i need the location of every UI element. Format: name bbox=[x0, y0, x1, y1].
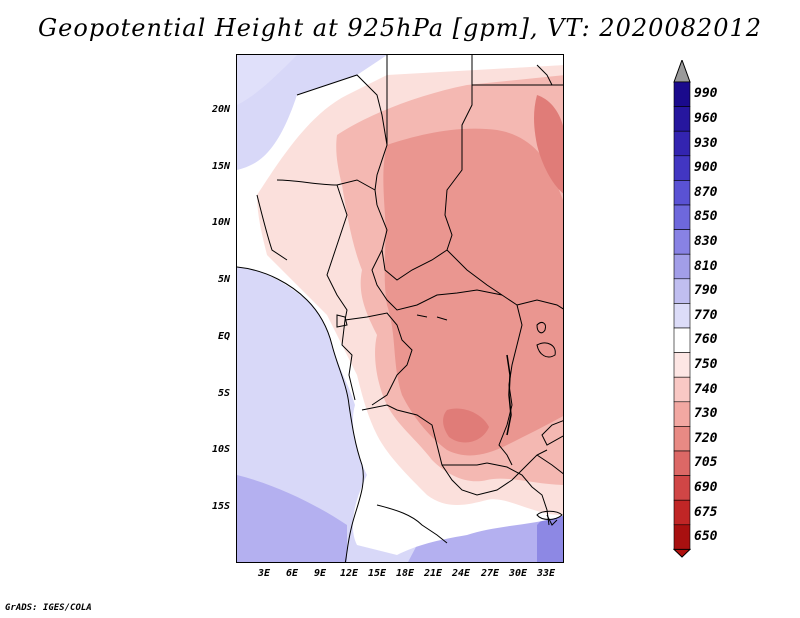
lon-label-15e: 15E bbox=[367, 568, 387, 579]
colorbar-level-label: 770 bbox=[694, 307, 718, 323]
land-darkest-patch bbox=[443, 408, 489, 443]
colorbar-level-label: 930 bbox=[694, 135, 718, 151]
colorbar-level-label: 870 bbox=[694, 184, 718, 200]
lat-label-15s: 15S bbox=[211, 501, 230, 512]
colorbar-top-arrow bbox=[673, 60, 691, 83]
coastline bbox=[237, 266, 364, 562]
colorbar-segment bbox=[673, 253, 691, 280]
lon-label-18e: 18E bbox=[395, 568, 415, 579]
colorbar-segment bbox=[673, 327, 691, 353]
colorbar-level-label: 705 bbox=[694, 455, 718, 471]
lon-label-9e: 9E bbox=[313, 568, 327, 579]
land-darkest-patch-ne bbox=[534, 95, 563, 194]
lon-label-12e: 12E bbox=[339, 568, 359, 579]
colorbar bbox=[673, 60, 691, 558]
colorbar-level-label: 740 bbox=[694, 381, 718, 397]
colorbar-level-label: 960 bbox=[694, 110, 718, 126]
colorbar-segment bbox=[673, 450, 691, 476]
colorbar-level-label: 990 bbox=[694, 86, 718, 102]
lon-label-33e: 33E bbox=[536, 568, 556, 579]
colorbar-segment bbox=[673, 81, 691, 107]
grads-credit: GrADS: IGES/COLA bbox=[5, 603, 92, 613]
colorbar-level-label: 760 bbox=[694, 332, 718, 348]
colorbar-level-label: 810 bbox=[694, 258, 718, 274]
low-height-region-southwest bbox=[237, 475, 347, 562]
colorbar-level-label: 730 bbox=[694, 406, 718, 422]
lat-label-15n: 15N bbox=[211, 161, 230, 172]
colorbar-segment bbox=[673, 303, 691, 329]
colorbar-level-label: 675 bbox=[694, 504, 718, 520]
country-borders bbox=[237, 55, 563, 562]
lat-label-20n: 20N bbox=[211, 104, 230, 115]
lat-label-eq: EQ bbox=[217, 331, 230, 342]
lon-label-3e: 3E bbox=[257, 568, 271, 579]
lat-label-10n: 10N bbox=[211, 217, 230, 228]
colorbar-level-label: 720 bbox=[694, 430, 718, 446]
colorbar-segment bbox=[673, 426, 691, 452]
colorbar-bottom-arrow bbox=[673, 548, 691, 558]
colorbar-segment bbox=[673, 475, 691, 501]
colorbar-level-label: 790 bbox=[694, 283, 718, 299]
map-panel bbox=[236, 54, 564, 563]
lon-label-30e: 30E bbox=[508, 568, 528, 579]
colorbar-level-label: 750 bbox=[694, 356, 718, 372]
colorbar-segment bbox=[673, 106, 691, 132]
low-height-region-northwest bbox=[237, 55, 297, 105]
colorbar-segment bbox=[673, 499, 691, 526]
colorbar-level-label: 690 bbox=[694, 479, 718, 495]
colorbar-segment bbox=[673, 180, 691, 206]
colorbar-segment bbox=[673, 524, 691, 550]
colorbar-segment bbox=[673, 130, 691, 157]
lat-label-5n: 5N bbox=[217, 274, 230, 285]
lon-label-21e: 21E bbox=[423, 568, 443, 579]
colorbar-segment bbox=[673, 278, 691, 304]
lon-label-27e: 27E bbox=[480, 568, 500, 579]
colorbar-segment bbox=[673, 155, 691, 181]
lat-label-5s: 5S bbox=[217, 388, 230, 399]
colorbar-level-label: 850 bbox=[694, 209, 718, 225]
colorbar-segment bbox=[673, 401, 691, 427]
map-svg bbox=[237, 55, 563, 562]
colorbar-segment bbox=[673, 204, 691, 230]
land-dark-pink bbox=[383, 128, 563, 456]
colorbar-segment bbox=[673, 352, 691, 378]
lat-label-10s: 10S bbox=[211, 444, 230, 455]
map-title: Geopotential Height at 925hPa [gpm], VT:… bbox=[38, 14, 762, 42]
lon-label-6e: 6E bbox=[285, 568, 299, 579]
colorbar-level-label: 900 bbox=[694, 160, 718, 176]
colorbar-segment bbox=[673, 376, 691, 403]
colorbar-level-label: 650 bbox=[694, 529, 718, 545]
colorbar-level-label: 830 bbox=[694, 233, 718, 249]
lon-label-24e: 24E bbox=[451, 568, 471, 579]
colorbar-segment bbox=[673, 229, 691, 255]
